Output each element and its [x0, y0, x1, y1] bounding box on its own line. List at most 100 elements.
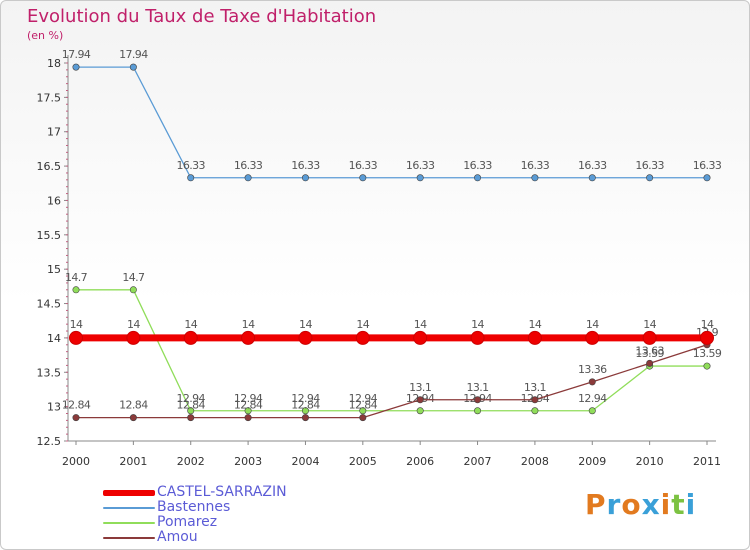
data-point [183, 330, 198, 345]
legend-swatch-amou [103, 537, 155, 539]
data-label: 12.94 [176, 392, 205, 405]
data-point [585, 330, 600, 345]
data-label: 14.7 [65, 271, 88, 284]
data-label: 16.33 [291, 159, 320, 172]
data-label: 13.59 [635, 347, 664, 360]
data-label: 13.59 [693, 347, 722, 360]
data-label: 14 [70, 318, 83, 331]
data-point [413, 330, 428, 345]
data-point [416, 174, 424, 182]
data-point [359, 407, 367, 415]
data-label: 12.94 [291, 392, 320, 405]
data-point [470, 330, 485, 345]
y-tick-label: 13.5 [37, 366, 62, 379]
data-point [301, 407, 309, 415]
legend-item-castel-sarrazin[interactable]: CASTEL-SARRAZIN [103, 485, 363, 500]
data-label: 14 [586, 318, 599, 331]
data-point [527, 330, 542, 345]
data-label: 17.94 [119, 48, 148, 61]
legend-label-pomarez: Pomarez [157, 514, 218, 530]
legend-label-castel-sarrazin: CASTEL-SARRAZIN [157, 484, 287, 500]
y-tick-label: 15.5 [37, 229, 62, 242]
data-point [298, 330, 313, 345]
data-point [531, 174, 539, 182]
logo-letter: i [660, 488, 672, 521]
data-point [129, 63, 137, 71]
series-line-bastennes [76, 66, 707, 179]
y-tick-label: 17.5 [37, 91, 62, 104]
data-point [474, 396, 482, 404]
data-point [646, 174, 654, 182]
data-point [474, 174, 482, 182]
y-tick-label: 18 [47, 57, 61, 70]
y-tick-label: 12.5 [37, 435, 62, 448]
data-label: 13.63 [635, 344, 664, 357]
data-point [703, 362, 711, 370]
legend-swatch-bastennes [103, 507, 155, 509]
data-label: 13.1 [524, 381, 546, 394]
data-label: 16.33 [176, 159, 205, 172]
y-tick-label: 14 [47, 332, 61, 345]
logo-letter: r [606, 488, 622, 521]
chart-unit-label: (en %) [27, 29, 64, 42]
series-line-amou [76, 344, 708, 419]
data-label: 14 [299, 318, 312, 331]
data-point [301, 414, 309, 422]
y-tick-label: 16.5 [37, 160, 62, 173]
data-point [588, 378, 596, 386]
data-point [187, 174, 195, 182]
chart-title: Evolution du Taux de Taxe d'Habitation [27, 6, 377, 27]
data-label: 14 [529, 318, 542, 331]
legend-swatch-castel-sarrazin [103, 490, 155, 496]
data-label: 16.33 [463, 159, 492, 172]
logo-letter: i [685, 488, 697, 521]
data-label: 14 [643, 318, 656, 331]
x-tick-label: 2008 [521, 455, 549, 468]
proxiti-logo: Proxiti [585, 488, 696, 521]
data-label: 14 [701, 318, 714, 331]
data-point [700, 330, 714, 345]
data-label: 12.94 [578, 392, 607, 405]
y-tick-label: 16 [47, 194, 61, 207]
data-label: 13.36 [578, 363, 607, 376]
data-label: 14 [414, 318, 427, 331]
data-label: 17.94 [62, 48, 91, 61]
x-tick-label: 2010 [636, 455, 664, 468]
series-line-pomarez [76, 289, 707, 412]
data-label: 16.33 [635, 159, 664, 172]
data-point [359, 174, 367, 182]
x-tick-label: 2007 [464, 455, 492, 468]
x-tick-label: 2003 [234, 455, 262, 468]
data-point [241, 330, 256, 345]
data-point [416, 407, 424, 415]
data-point [642, 330, 657, 345]
data-label: 14 [184, 318, 197, 331]
data-point [359, 414, 367, 422]
data-label: 16.33 [349, 159, 378, 172]
x-tick-label: 2009 [578, 455, 606, 468]
logo-letter: P [585, 488, 607, 521]
data-label: 13.1 [409, 381, 431, 394]
data-label: 14.7 [122, 271, 145, 284]
data-point [244, 407, 252, 415]
data-point [474, 407, 482, 415]
legend-swatch-pomarez [103, 522, 155, 524]
data-point [416, 396, 424, 404]
data-point [646, 359, 654, 367]
legend-item-bastennes[interactable]: Bastennes [103, 500, 363, 515]
data-point [129, 414, 137, 422]
y-tick-label: 13 [47, 401, 61, 414]
legend-item-pomarez[interactable]: Pomarez [103, 515, 363, 530]
legend-label-amou: Amou [157, 529, 198, 545]
data-point [244, 414, 252, 422]
data-label: 12.94 [234, 392, 263, 405]
data-label: 12.84 [349, 399, 378, 412]
data-label: 13.1 [466, 381, 488, 394]
data-point [531, 396, 539, 404]
legend-item-amou[interactable]: Amou [103, 530, 363, 545]
data-label: 14 [471, 318, 484, 331]
data-point [531, 407, 539, 415]
data-point [355, 330, 370, 345]
data-label: 14 [242, 318, 255, 331]
